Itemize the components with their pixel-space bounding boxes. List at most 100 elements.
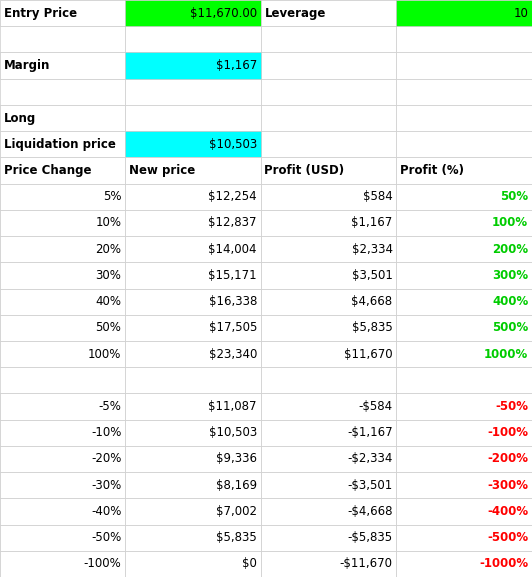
Bar [396, 551, 532, 577]
Bar [396, 551, 532, 577]
Bar [396, 236, 532, 263]
Bar [0, 472, 125, 499]
Text: $7,002: $7,002 [216, 505, 257, 518]
Bar [0, 367, 125, 394]
Bar [396, 524, 532, 551]
Text: -10%: -10% [91, 426, 121, 439]
Bar [396, 0, 532, 26]
Bar [0, 472, 125, 499]
Bar [261, 26, 396, 53]
Bar [125, 446, 261, 472]
Bar [0, 131, 125, 158]
Text: Long: Long [4, 111, 36, 125]
Bar [396, 158, 532, 183]
Text: $9,336: $9,336 [216, 452, 257, 466]
Text: Profit (%): Profit (%) [400, 164, 464, 177]
Bar [261, 210, 396, 236]
Bar [0, 394, 125, 419]
Text: -$1,167: -$1,167 [347, 426, 393, 439]
Bar [396, 472, 532, 499]
Bar [125, 551, 261, 577]
Bar [125, 524, 261, 551]
Bar [0, 341, 125, 367]
Text: Margin: Margin [4, 59, 50, 72]
Text: $0: $0 [242, 557, 257, 571]
Text: -5%: -5% [98, 400, 121, 413]
Text: $4,668: $4,668 [352, 295, 393, 308]
Bar [0, 158, 125, 183]
Bar [0, 53, 125, 78]
Bar [125, 26, 261, 53]
Text: New price: New price [129, 164, 195, 177]
Bar [396, 446, 532, 472]
Bar [396, 53, 532, 78]
Bar [396, 446, 532, 472]
Bar [125, 419, 261, 446]
Bar [261, 551, 396, 577]
Bar [396, 288, 532, 314]
Bar [396, 26, 532, 53]
Bar [261, 288, 396, 314]
Bar [125, 183, 261, 210]
Bar [0, 26, 125, 53]
Bar [396, 341, 532, 367]
Bar [261, 131, 396, 158]
Bar [261, 263, 396, 288]
Text: -$11,670: -$11,670 [339, 557, 393, 571]
Bar [396, 341, 532, 367]
Bar [396, 263, 532, 288]
Bar [396, 288, 532, 314]
Bar [125, 131, 261, 158]
Bar [0, 158, 125, 183]
Bar [0, 551, 125, 577]
Bar [0, 341, 125, 367]
Bar [0, 53, 125, 78]
Bar [125, 446, 261, 472]
Text: 300%: 300% [492, 269, 528, 282]
Bar [396, 236, 532, 263]
Bar [125, 0, 261, 26]
Bar [0, 419, 125, 446]
Bar [261, 53, 396, 78]
Text: 20%: 20% [95, 243, 121, 256]
Bar [396, 78, 532, 105]
Bar [261, 158, 396, 183]
Text: $11,087: $11,087 [209, 400, 257, 413]
Text: $1,167: $1,167 [351, 216, 393, 230]
Bar [125, 78, 261, 105]
Bar [0, 288, 125, 314]
Text: -$5,835: -$5,835 [347, 531, 393, 544]
Bar [125, 263, 261, 288]
Bar [261, 524, 396, 551]
Text: -200%: -200% [487, 452, 528, 466]
Text: $12,254: $12,254 [209, 190, 257, 203]
Text: $17,505: $17,505 [209, 321, 257, 334]
Bar [0, 0, 125, 26]
Text: 400%: 400% [492, 295, 528, 308]
Text: 500%: 500% [492, 321, 528, 334]
Bar [0, 263, 125, 288]
Text: 50%: 50% [95, 321, 121, 334]
Text: 10%: 10% [95, 216, 121, 230]
Text: 100%: 100% [492, 216, 528, 230]
Bar [0, 419, 125, 446]
Bar [0, 0, 125, 26]
Text: $5,835: $5,835 [216, 531, 257, 544]
Bar [261, 499, 396, 524]
Bar [0, 105, 125, 131]
Text: $23,340: $23,340 [209, 347, 257, 361]
Bar [261, 472, 396, 499]
Bar [396, 314, 532, 341]
Bar [0, 288, 125, 314]
Text: -30%: -30% [91, 479, 121, 492]
Text: $11,670: $11,670 [344, 347, 393, 361]
Bar [0, 446, 125, 472]
Bar [396, 105, 532, 131]
Text: 1000%: 1000% [484, 347, 528, 361]
Bar [125, 472, 261, 499]
Bar [396, 499, 532, 524]
Bar [125, 158, 261, 183]
Bar [0, 105, 125, 131]
Bar [261, 341, 396, 367]
Bar [0, 314, 125, 341]
